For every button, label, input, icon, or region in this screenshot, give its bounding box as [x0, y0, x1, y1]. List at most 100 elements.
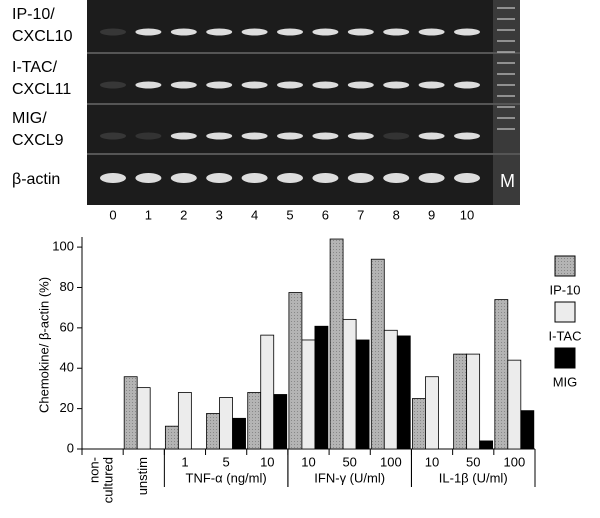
gel-band — [418, 81, 445, 89]
gel-band — [170, 173, 197, 183]
y-tick-label: 100 — [52, 239, 74, 254]
row-label: CXCL9 — [12, 132, 64, 149]
bar — [494, 299, 509, 450]
lane-number: 7 — [357, 207, 364, 222]
legend-swatch — [554, 255, 576, 277]
group-label: TNF-α (ng/ml) — [186, 470, 267, 485]
marker-label: M — [500, 171, 515, 191]
legend-label: IP-10 — [549, 282, 580, 297]
y-tick-label: 60 — [60, 319, 74, 334]
legend-label: I-TAC — [549, 328, 582, 343]
bar — [342, 318, 357, 450]
lane-number: 10 — [460, 207, 474, 222]
gel-band — [100, 173, 126, 183]
legend-label: MIG — [553, 374, 578, 389]
gel-band — [206, 28, 233, 36]
gel-panel — [87, 0, 520, 205]
gel-band — [100, 132, 126, 140]
bar — [273, 394, 288, 450]
bar — [136, 387, 151, 450]
gel-band — [100, 28, 126, 36]
bar — [383, 329, 398, 450]
gel-band — [312, 81, 339, 89]
x-tick-label: 10 — [301, 454, 315, 469]
legend-swatch — [554, 347, 576, 369]
row-label: CXCL10 — [12, 28, 73, 45]
gel-band — [135, 81, 162, 89]
bar — [123, 376, 138, 450]
gel-band — [241, 81, 268, 89]
lane-number: 4 — [251, 207, 258, 222]
gel-band — [312, 28, 339, 36]
bar — [301, 339, 316, 450]
bar — [453, 353, 468, 450]
bar — [164, 425, 179, 450]
gel-band — [135, 132, 162, 140]
lane-number: 9 — [428, 207, 435, 222]
gel-band — [206, 81, 233, 89]
gel-band — [454, 28, 480, 36]
bar — [479, 440, 494, 450]
gel-band — [206, 173, 233, 183]
lane-number: 8 — [393, 207, 400, 222]
gel-band — [454, 81, 480, 89]
gel-band — [206, 132, 233, 140]
gel-band — [347, 132, 374, 140]
bar — [466, 353, 481, 450]
row-label: CXCL11 — [12, 81, 71, 98]
gel-band — [277, 173, 303, 183]
x-tick-label: 50 — [342, 454, 356, 469]
lane-number: 1 — [145, 207, 152, 222]
bar — [412, 398, 426, 450]
lane-number: 2 — [180, 207, 187, 222]
y-axis-label: Chemokine/ β-actin (%) — [36, 277, 51, 413]
bar — [425, 376, 439, 450]
bar — [206, 413, 220, 450]
gel-band — [135, 28, 162, 36]
lane-number: 3 — [216, 207, 223, 222]
x-tick-label: 50 — [466, 454, 480, 469]
gel-band — [347, 81, 374, 89]
gel-band — [383, 173, 410, 183]
group-label: IL-1β (U/ml) — [439, 470, 508, 485]
gel-band — [241, 28, 268, 36]
x-tick-label: unstim — [135, 457, 150, 495]
gel-band — [383, 81, 410, 89]
x-tick-label: 5 — [223, 454, 230, 469]
bar — [507, 359, 522, 450]
bar — [219, 397, 233, 450]
x-tick-label: 10 — [425, 454, 439, 469]
bar — [520, 410, 535, 450]
bar — [260, 334, 275, 450]
bar — [396, 335, 411, 450]
gel-band — [100, 81, 126, 89]
bar — [329, 238, 344, 450]
gel-band — [277, 28, 303, 36]
bar — [288, 292, 303, 450]
group-label: IFN-γ (U/ml) — [314, 470, 385, 485]
bar — [314, 325, 329, 450]
gel-band — [135, 173, 162, 183]
marker-column — [493, 0, 520, 205]
gel-band — [418, 132, 445, 140]
gel-band — [347, 28, 374, 36]
bar — [177, 392, 192, 450]
gel-band — [454, 132, 480, 140]
x-tick-label: non-cultured — [87, 457, 116, 503]
lane-number: 5 — [286, 207, 293, 222]
bar — [355, 339, 370, 450]
row-label: I-TAC/ — [12, 59, 58, 76]
y-tick-label: 80 — [60, 279, 74, 294]
gel-band — [241, 173, 268, 183]
y-tick-label: 20 — [60, 400, 74, 415]
bar — [370, 258, 385, 450]
x-tick-label: 100 — [504, 454, 526, 469]
gel-band — [347, 173, 374, 183]
x-tick-label: 1 — [181, 454, 188, 469]
gel-band — [383, 132, 410, 140]
gel-band — [277, 81, 303, 89]
legend-swatch — [554, 301, 576, 323]
row-label: MIG/ — [12, 110, 47, 127]
row-label: IP-10/ — [12, 6, 55, 23]
